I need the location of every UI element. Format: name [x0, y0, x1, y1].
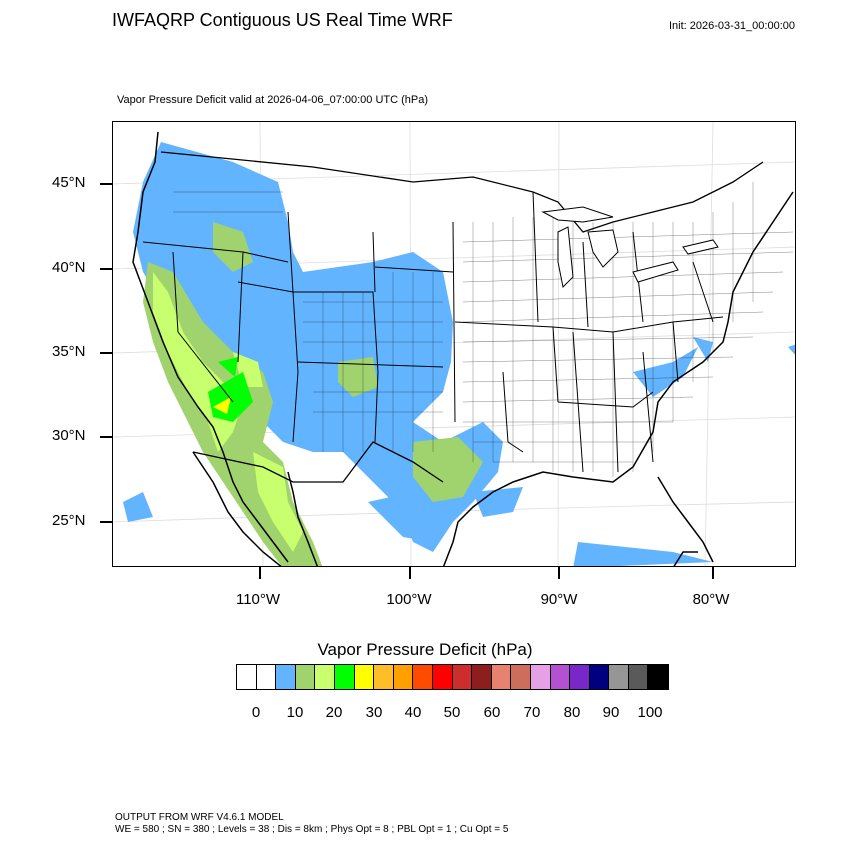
lon-tick — [259, 567, 261, 579]
colorbar-swatch — [393, 665, 414, 689]
coastline — [132, 131, 794, 566]
model-info-line-1: OUTPUT FROM WRF V4.6.1 MODEL — [115, 812, 284, 823]
colorbar-tick-label: 100 — [637, 704, 663, 721]
vpd-shading-30 — [213, 397, 231, 414]
colorbar-tick-label: 0 — [251, 704, 261, 721]
colorbar-swatch — [334, 665, 355, 689]
county-borders — [173, 182, 794, 477]
lon-label-110w: 110°W — [235, 591, 281, 608]
colorbar-swatch — [589, 665, 610, 689]
colorbar-swatch — [374, 665, 394, 689]
colorbar-tick-label: 60 — [483, 704, 501, 721]
colorbar-swatch — [530, 665, 551, 689]
lat-label-30n: 30°N — [52, 427, 86, 444]
colorbar-tick-label: 30 — [365, 704, 383, 721]
lat-tick — [100, 268, 112, 270]
great-lakes — [541, 206, 719, 289]
colorbar-swatch — [452, 665, 473, 689]
init-time-label: Init: 2026-03-31_00:00:00 — [669, 20, 795, 32]
lon-label-90w: 90°W — [540, 591, 578, 608]
colorbar-swatch — [511, 665, 531, 689]
lat-label-45n: 45°N — [52, 174, 86, 191]
lat-tick — [100, 436, 112, 438]
colorbar-swatch — [609, 665, 629, 689]
lon-tick — [558, 567, 560, 579]
colorbar-swatch — [550, 665, 571, 689]
lat-tick — [100, 352, 112, 354]
colorbar-swatch — [648, 665, 669, 689]
colorbar-swatch — [256, 665, 277, 689]
colorbar-swatch — [570, 665, 590, 689]
lon-label-100w: 100°W — [386, 591, 432, 608]
colorbar-swatch — [276, 665, 296, 689]
colorbar-tick-label: 50 — [443, 704, 461, 721]
lat-tick — [100, 183, 112, 185]
lat-label-35n: 35°N — [52, 343, 86, 360]
colorbar-swatch — [413, 665, 433, 689]
colorbar-swatch — [237, 665, 257, 689]
colorbar-swatch — [315, 665, 335, 689]
colorbar-tick-label: 20 — [325, 704, 343, 721]
lon-tick — [712, 567, 714, 579]
colorbar-swatch — [491, 665, 512, 689]
lat-tick — [100, 521, 112, 523]
colorbar-swatch — [295, 665, 316, 689]
colorbar-title: Vapor Pressure Deficit (hPa) — [317, 640, 533, 659]
lat-label-25n: 25°N — [52, 512, 86, 529]
vpd-map-canvas — [113, 122, 795, 566]
lat-label-40n: 40°N — [52, 259, 86, 276]
colorbar-tick-label: 80 — [563, 704, 581, 721]
model-info-line-2: WE = 580 ; SN = 380 ; Levels = 38 ; Dis … — [115, 824, 509, 835]
lon-tick — [409, 567, 411, 579]
colorbar — [236, 664, 670, 690]
main-title: IWFAQRP Contiguous US Real Time WRF — [112, 10, 453, 30]
colorbar-swatch — [432, 665, 453, 689]
state-borders — [142, 191, 724, 473]
colorbar-tick-label: 40 — [404, 704, 422, 721]
vpd-map — [112, 121, 796, 567]
colorbar-tick-label: 10 — [286, 704, 304, 721]
colorbar-tick-label: 90 — [602, 704, 620, 721]
colorbar-swatch — [354, 665, 375, 689]
map-subtitle: Vapor Pressure Deficit valid at 2026-04-… — [117, 94, 429, 106]
colorbar-tick-label: 70 — [523, 704, 541, 721]
colorbar-swatch — [628, 665, 649, 689]
colorbar-swatch — [472, 665, 492, 689]
lon-label-80w: 80°W — [692, 591, 730, 608]
